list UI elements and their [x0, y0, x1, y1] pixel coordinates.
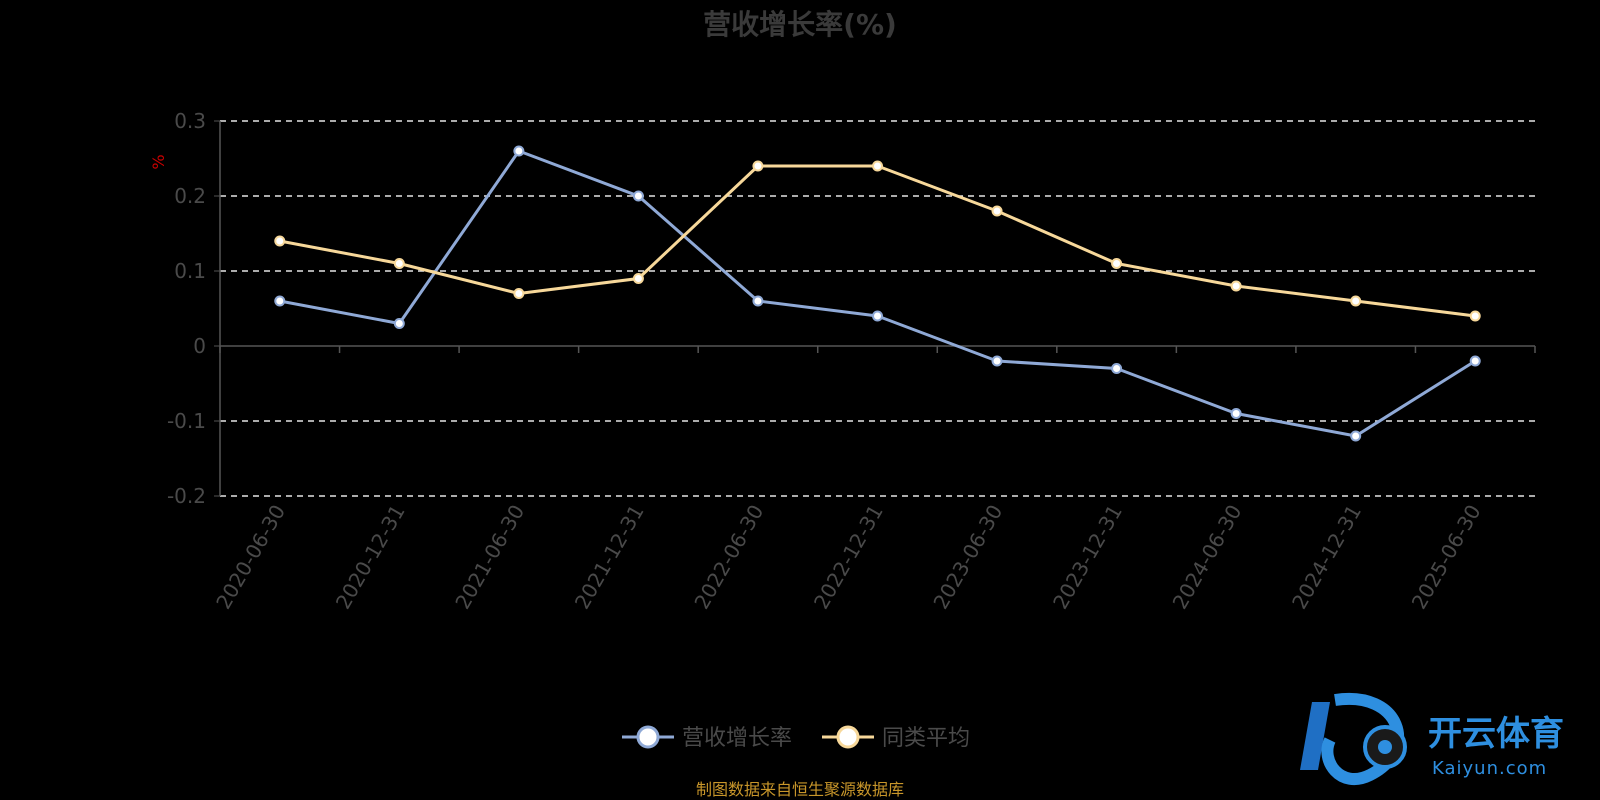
y-tick-label: -0.2 — [167, 484, 206, 508]
legend-item-1[interactable]: 同类平均 — [822, 725, 970, 751]
data-point[interactable] — [513, 145, 525, 157]
source-note: 制图数据来自恒生聚源数据库 — [696, 780, 904, 799]
x-tick-label: 2021-12-31 — [570, 501, 649, 614]
legend[interactable]: 营收增长率 同类平均 — [622, 725, 970, 751]
axes — [214, 120, 1536, 497]
data-point[interactable] — [393, 318, 405, 329]
kaiyun-logo-icon — [1300, 692, 1407, 786]
x-tick-label: 2023-06-30 — [928, 500, 1007, 613]
x-tick-label: 2023-12-31 — [1048, 501, 1127, 614]
series-line-1 — [279, 164, 1476, 318]
data-point[interactable] — [1350, 430, 1362, 442]
x-tick-label: 2022-12-31 — [809, 501, 888, 614]
data-point[interactable] — [752, 295, 764, 307]
data-point[interactable] — [991, 205, 1003, 217]
data-point[interactable] — [274, 295, 286, 307]
data-point[interactable] — [1469, 355, 1481, 367]
y-tick-label: 0.2 — [174, 184, 206, 208]
data-point[interactable] — [872, 160, 883, 172]
y-tick-label: 0.1 — [174, 259, 206, 283]
y-tick-label: -0.1 — [167, 409, 206, 433]
data-point[interactable] — [274, 235, 286, 247]
grid-lines — [220, 120, 1535, 497]
x-tick-label: 2024-06-30 — [1168, 501, 1247, 614]
data-point[interactable] — [632, 273, 644, 284]
x-tick-label: 2022-06-30 — [689, 501, 768, 614]
data-point[interactable] — [1469, 310, 1481, 322]
y-axis-label: % — [149, 154, 168, 169]
y-tick-label: 0.3 — [174, 109, 206, 133]
x-tick-label: 2024-12-31 — [1287, 501, 1366, 614]
legend-label: 营收增长率 — [682, 726, 792, 751]
data-point[interactable] — [752, 160, 764, 172]
data-point[interactable] — [991, 355, 1003, 367]
data-point[interactable] — [1230, 280, 1242, 292]
x-tick-label: 2020-12-31 — [331, 501, 410, 614]
x-tick-label: 2021-06-30 — [450, 501, 529, 614]
data-point[interactable] — [1230, 408, 1242, 419]
data-point[interactable] — [1111, 363, 1123, 374]
legend-marker — [636, 725, 660, 749]
legend-marker — [836, 725, 860, 749]
watermark-subtext: Kaiyun.com — [1432, 758, 1547, 779]
data-point[interactable] — [872, 310, 883, 322]
data-point[interactable] — [513, 288, 525, 299]
x-tick-labels: 2020-06-30 2020-12-31 2021-06-30 2021-12-31… — [211, 500, 1485, 613]
data-point[interactable] — [632, 190, 644, 202]
data-point[interactable] — [1350, 295, 1362, 307]
legend-label: 同类平均 — [882, 726, 970, 751]
y-tick-labels: 0.3 0.2 0.1 0 -0.1 -0.2 — [167, 109, 206, 508]
data-point[interactable] — [393, 258, 405, 269]
chart-title: 营收增长率(%) — [703, 8, 897, 41]
y-tick-label: 0 — [193, 334, 206, 358]
data-point[interactable] — [1111, 258, 1123, 269]
legend-item-0[interactable]: 营收增长率 — [622, 725, 792, 751]
series-lines — [274, 145, 1481, 442]
x-tick-label: 2025-06-30 — [1407, 501, 1486, 614]
x-tick-label: 2020-06-30 — [211, 501, 290, 614]
watermark-text: 开云体育 — [1428, 714, 1564, 754]
watermark: 开云体育 Kaiyun.com — [1300, 692, 1564, 786]
